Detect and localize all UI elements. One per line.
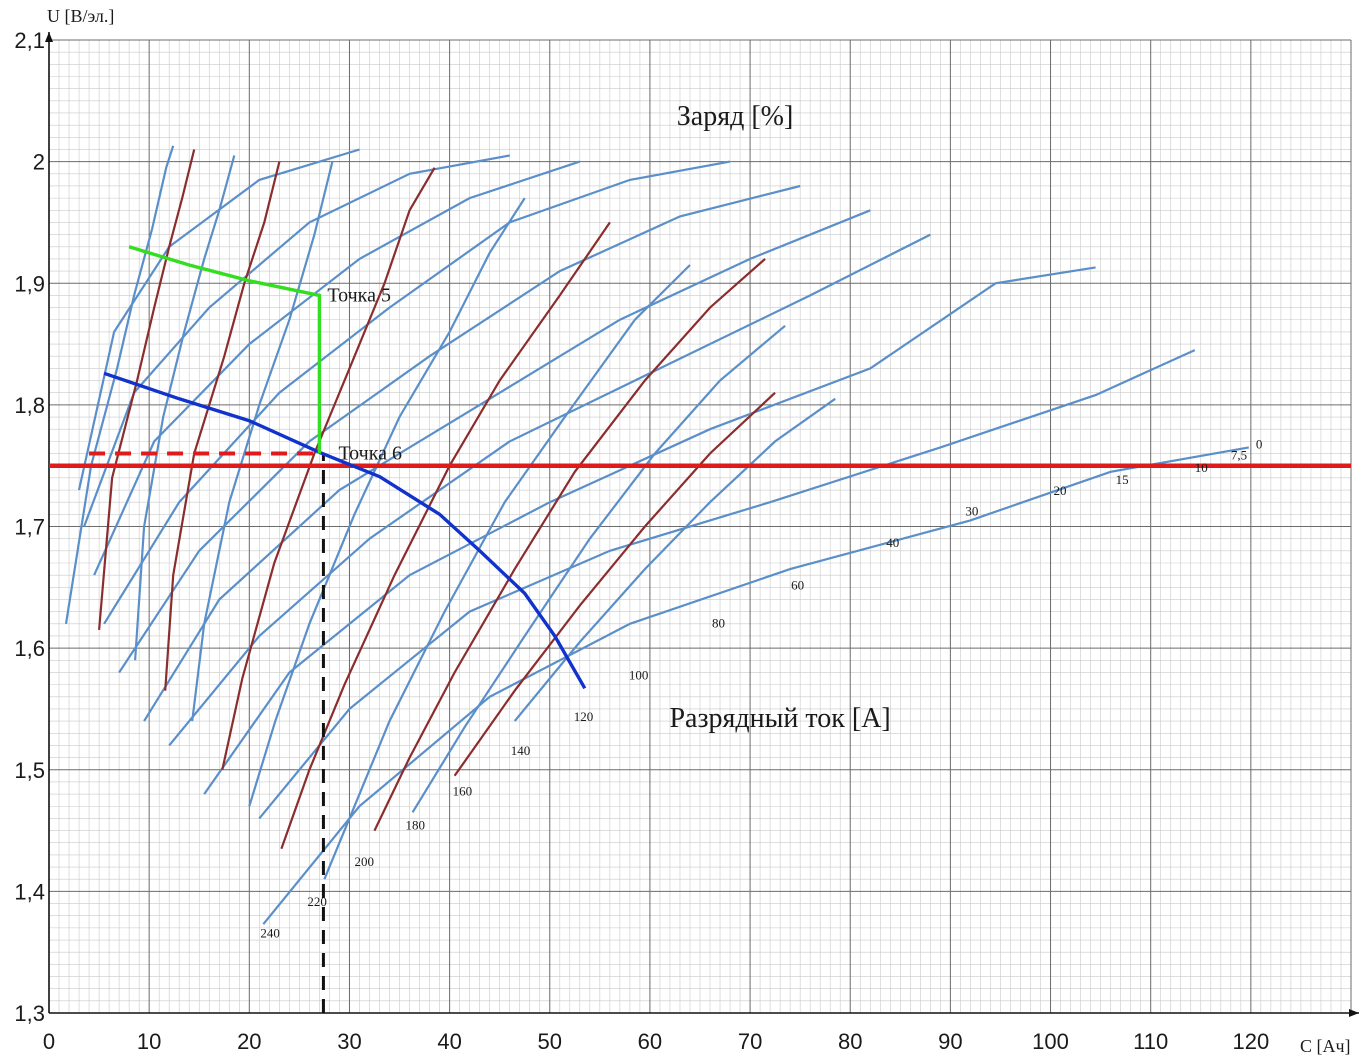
current-curve bbox=[411, 324, 786, 813]
curve-label: 240 bbox=[260, 926, 280, 941]
current-curve bbox=[373, 258, 766, 832]
curve-label: 220 bbox=[307, 894, 327, 909]
y-tick-label: 1,3 bbox=[14, 1001, 45, 1026]
chart-annotation: Разрядный ток [А] bbox=[669, 703, 890, 734]
x-tick-label: 120 bbox=[1232, 1029, 1269, 1054]
current-curve bbox=[453, 391, 776, 777]
curve-label: 80 bbox=[712, 615, 725, 630]
annotations: Заряд [%] Разрядный ток [А] Точка 5 Точка 6 bbox=[327, 101, 890, 734]
chart-annotation: Заряд [%] bbox=[677, 101, 794, 132]
charge-curve bbox=[258, 349, 1196, 820]
curve-label: 7,5 bbox=[1231, 448, 1247, 463]
curve-label: 30 bbox=[965, 504, 978, 519]
current-curve bbox=[164, 161, 281, 691]
axes bbox=[45, 32, 1359, 1017]
current-curve bbox=[221, 167, 436, 771]
y-tick-label: 2 bbox=[33, 150, 45, 175]
y-tick-label: 1,5 bbox=[14, 758, 45, 783]
charge-curve bbox=[168, 233, 931, 747]
point-label: Точка 5 bbox=[327, 284, 391, 306]
current-curve bbox=[513, 397, 836, 722]
x-tick-label: 90 bbox=[938, 1029, 962, 1054]
x-axis-arrow bbox=[1349, 1009, 1359, 1017]
current-curve bbox=[64, 145, 175, 624]
y-tick-label: 2,1 bbox=[14, 28, 45, 53]
curve-label: 140 bbox=[511, 743, 531, 758]
x-tick-label: 20 bbox=[237, 1029, 261, 1054]
x-tick-label: 80 bbox=[838, 1029, 862, 1054]
curve-label: 200 bbox=[354, 854, 374, 869]
x-tick-label: 30 bbox=[337, 1029, 361, 1054]
x-tick-label: 50 bbox=[538, 1029, 562, 1054]
x-tick-label: 70 bbox=[738, 1029, 762, 1054]
y-tick-label: 1,6 bbox=[14, 636, 45, 661]
y-tick-label: 1,9 bbox=[14, 271, 45, 296]
x-tick-label: 0 bbox=[43, 1029, 55, 1054]
x-axis-label: C [Ач] bbox=[1300, 1036, 1351, 1056]
current-curve bbox=[134, 155, 236, 661]
green-curve bbox=[128, 245, 322, 454]
curve-labels: 0 7,5 10 15 20 30 40 60 80 100 120 140 160 180 200 220 2… bbox=[260, 437, 1262, 941]
x-tick-label: 10 bbox=[137, 1029, 161, 1054]
y-axis-label: U [В/эл.] bbox=[47, 6, 114, 26]
curve-label: 180 bbox=[406, 817, 426, 832]
curve-label: 160 bbox=[453, 783, 473, 798]
blue-curve bbox=[103, 371, 587, 690]
charge-curve bbox=[143, 209, 871, 722]
current-curve bbox=[280, 221, 611, 850]
charge-curve bbox=[83, 154, 510, 527]
point-label: Точка 6 bbox=[338, 443, 402, 465]
x-tick-label: 40 bbox=[437, 1029, 461, 1054]
x-tick-label: 60 bbox=[638, 1029, 662, 1054]
current-curve bbox=[98, 149, 196, 630]
curve-label: 15 bbox=[1116, 472, 1129, 487]
y-tick-label: 1,8 bbox=[14, 393, 45, 418]
overlays bbox=[49, 245, 1351, 1013]
curve-label: 10 bbox=[1195, 460, 1208, 475]
curve-label: 20 bbox=[1054, 483, 1067, 498]
curve-label: 120 bbox=[574, 709, 594, 724]
y-axis-arrow bbox=[45, 32, 53, 42]
curve-label: 60 bbox=[791, 578, 804, 593]
y-tick-label: 1,7 bbox=[14, 515, 45, 540]
current-curve bbox=[191, 161, 334, 722]
charge-curve bbox=[262, 446, 1249, 925]
curve-label: 100 bbox=[629, 668, 649, 683]
curve-label: 40 bbox=[886, 535, 899, 550]
y-tick-labels: 1,3 1,4 1,5 1,6 1,7 1,8 1,9 2 2,1 bbox=[14, 28, 45, 1026]
charge-curve bbox=[103, 160, 731, 625]
curve-label: 0 bbox=[1256, 437, 1263, 452]
x-tick-label: 110 bbox=[1133, 1029, 1168, 1054]
charge-curve bbox=[118, 184, 801, 674]
current-curve bbox=[323, 264, 691, 880]
y-tick-label: 1,4 bbox=[14, 879, 45, 904]
x-tick-labels: 0 10 20 30 40 50 60 70 80 90 100 110 120 bbox=[43, 1029, 1269, 1054]
charge-curves bbox=[77, 148, 1249, 925]
x-tick-label: 100 bbox=[1032, 1029, 1069, 1054]
